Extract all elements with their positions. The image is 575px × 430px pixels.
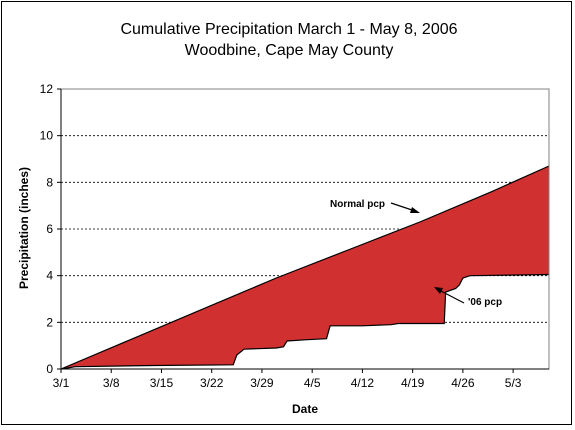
x-axis-label: Date [292,402,318,416]
annotation-2006-pcp: '06 pcp [468,297,502,308]
x-tick-label: 3/8 [103,376,120,390]
series-line-normal [60,165,550,370]
chart-frame: Cumulative Precipitation March 1 - May 8… [1,1,572,425]
y-tick-label: 4 [46,269,53,283]
annotation-arrow-normal [390,202,416,212]
y-tick-label: 2 [46,315,53,329]
x-tick-label: 3/1 [53,376,70,390]
annotation-arrowhead-2006 [434,287,443,294]
x-tick-label: 4/12 [351,376,375,390]
x-tick-label: 3/15 [150,376,174,390]
chart-subtitle: Woodbine, Cape May County [185,42,394,59]
series-line-2006 [60,273,550,370]
chart-title: Cumulative Precipitation March 1 - May 8… [120,21,457,38]
y-tick-label: 8 [46,175,53,189]
annotation-arrow-2006 [438,289,465,304]
y-tick-label: 10 [40,129,54,143]
x-tick-label: 3/22 [200,376,224,390]
x-tick-label: 4/19 [401,376,425,390]
x-tick-label: 4/5 [304,376,321,390]
annotation-arrowhead-normal [410,207,420,213]
y-axis-label: Precipitation (inches) [17,167,31,289]
x-tick-label: 3/29 [250,376,274,390]
x-tick-label: 5/3 [505,376,522,390]
annotation-normal-pcp: Normal pcp [330,199,385,210]
x-tick-label: 4/26 [451,376,475,390]
y-tick-label: 12 [40,82,54,96]
y-tick-label: 6 [46,222,53,236]
deficit-area [61,166,549,369]
y-tick-label: 0 [46,362,53,376]
